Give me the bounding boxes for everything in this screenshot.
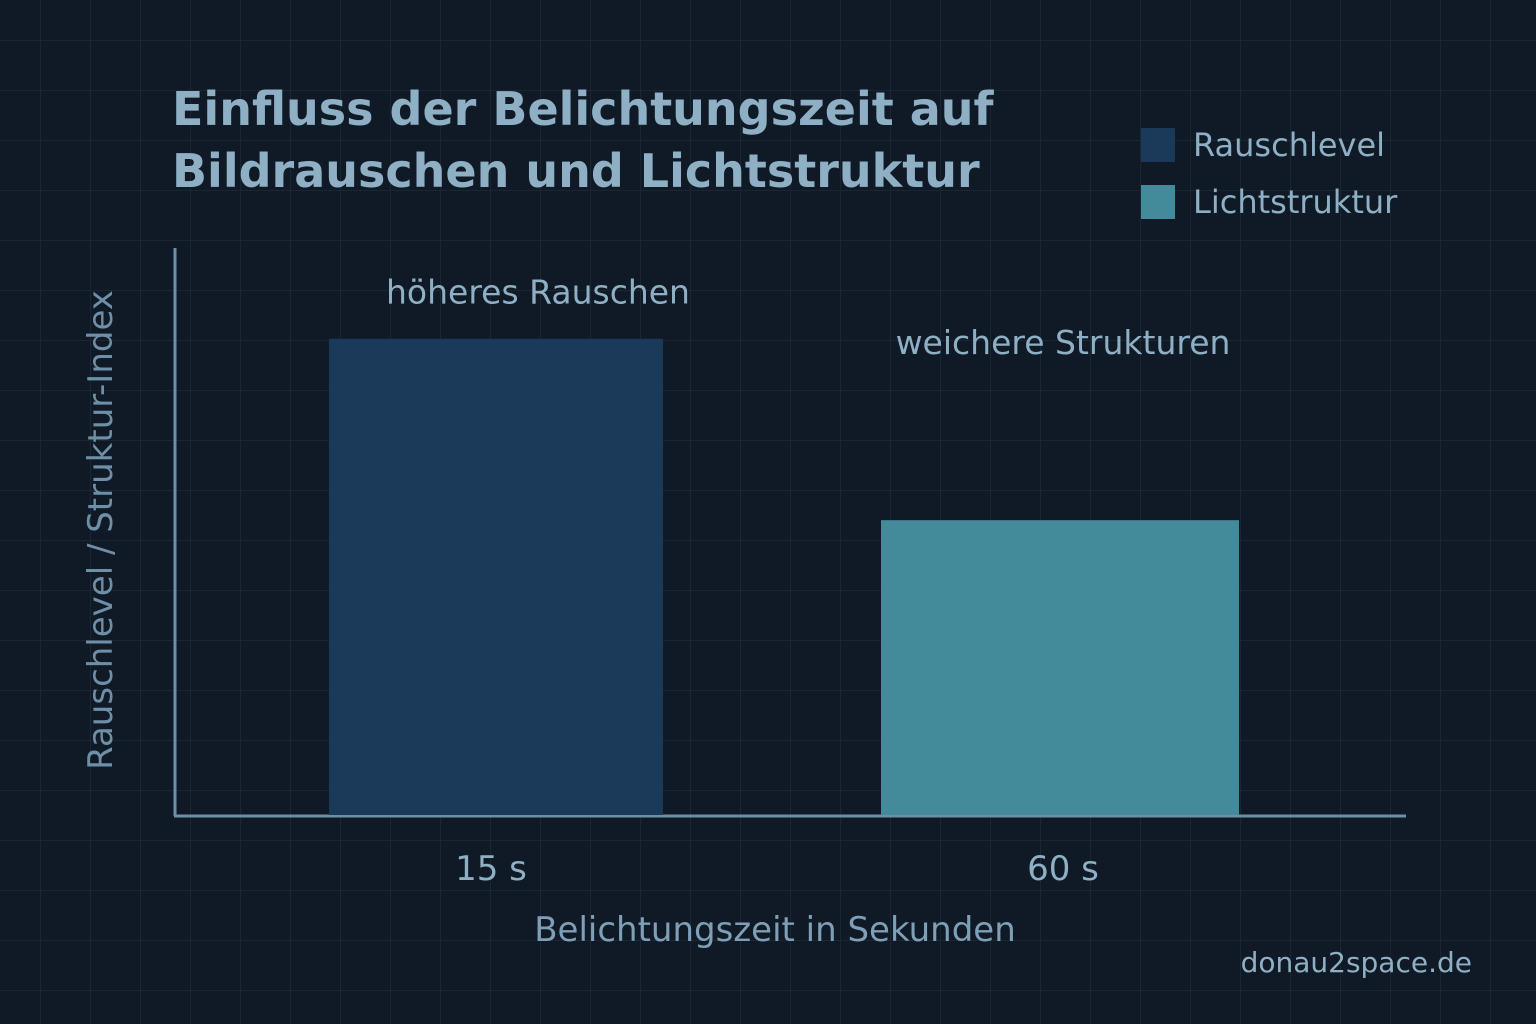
title-line-1: Einfluss der Belichtungszeit auf xyxy=(172,82,994,136)
watermark: donau2space.de xyxy=(1240,946,1472,979)
legend-swatch-rauschlevel xyxy=(1141,128,1175,162)
bar-annotation: höheres Rauschen xyxy=(386,273,690,312)
x-tick-label: 60 s xyxy=(1027,849,1099,889)
legend-label-rauschlevel: Rauschlevel xyxy=(1193,126,1386,164)
bar-60s xyxy=(881,520,1239,815)
bar-annotation: weichere Strukturen xyxy=(896,323,1231,362)
bar-15s xyxy=(329,338,663,815)
legend-label-lichtstruktur: Lichtstruktur xyxy=(1193,183,1398,221)
legend-swatch-lichtstruktur xyxy=(1141,185,1175,219)
legend-item-rauschlevel: Rauschlevel xyxy=(1141,126,1385,164)
x-tick-label: 15 s xyxy=(455,849,527,889)
title-line-2: Bildrauschen und Lichtstruktur xyxy=(172,144,980,198)
chart-title: Einfluss der Belichtungszeit auf Bildrau… xyxy=(172,78,994,202)
legend-item-lichtstruktur: Lichtstruktur xyxy=(1141,183,1397,221)
y-axis-label: Rauschlevel / Struktur-Index xyxy=(81,290,121,770)
x-axis-label: Belichtungszeit in Sekunden xyxy=(534,910,1016,950)
